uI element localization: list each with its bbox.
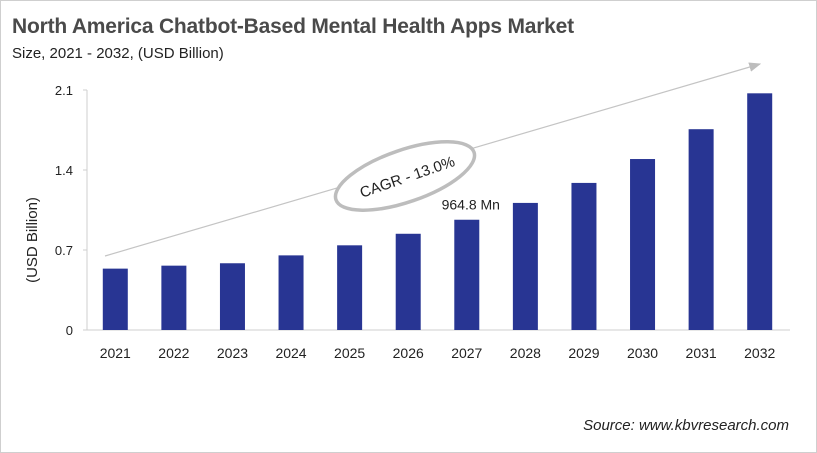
x-tick-label: 2027 bbox=[451, 345, 482, 361]
bar-2025 bbox=[337, 245, 363, 330]
x-tick-label: 2031 bbox=[686, 345, 717, 361]
bar-2023 bbox=[219, 263, 245, 330]
bar-2026 bbox=[395, 233, 421, 330]
x-tick-label: 2028 bbox=[510, 345, 541, 361]
source-note: Source: www.kbvresearch.com bbox=[583, 417, 789, 434]
y-tick-label: 0 bbox=[66, 323, 73, 338]
x-tick-label: 2022 bbox=[158, 345, 189, 361]
x-tick-label: 2023 bbox=[217, 345, 248, 361]
bar-2032 bbox=[747, 93, 773, 330]
cagr-ellipse bbox=[333, 140, 477, 212]
bar-2029 bbox=[571, 182, 597, 330]
bar-2027 bbox=[454, 219, 480, 330]
x-tick-label: 2024 bbox=[275, 345, 306, 361]
chart-title: North America Chatbot-Based Mental Healt… bbox=[12, 15, 574, 38]
x-tick-label: 2030 bbox=[627, 345, 658, 361]
bar-2021 bbox=[102, 268, 128, 330]
x-tick-label: 2032 bbox=[744, 345, 775, 361]
bar-2022 bbox=[161, 265, 187, 330]
ylabel: (USD Billion) bbox=[24, 197, 41, 283]
bar-2028 bbox=[512, 202, 538, 330]
y-tick-label: 0.7 bbox=[55, 243, 73, 258]
x-tick-label: 2025 bbox=[334, 345, 365, 361]
x-tick-label: 2021 bbox=[100, 345, 131, 361]
bar-2031 bbox=[688, 129, 714, 330]
bar-2024 bbox=[278, 255, 304, 330]
y-tick-label: 2.1 bbox=[55, 83, 73, 98]
data-label: 964.8 Mn bbox=[442, 197, 500, 213]
y-tick-label: 1.4 bbox=[55, 163, 73, 178]
x-tick-label: 2026 bbox=[393, 345, 424, 361]
chart-subtitle: Size, 2021 - 2032, (USD Billion) bbox=[12, 45, 224, 62]
x-tick-label: 2029 bbox=[568, 345, 599, 361]
bar-2030 bbox=[630, 159, 656, 330]
